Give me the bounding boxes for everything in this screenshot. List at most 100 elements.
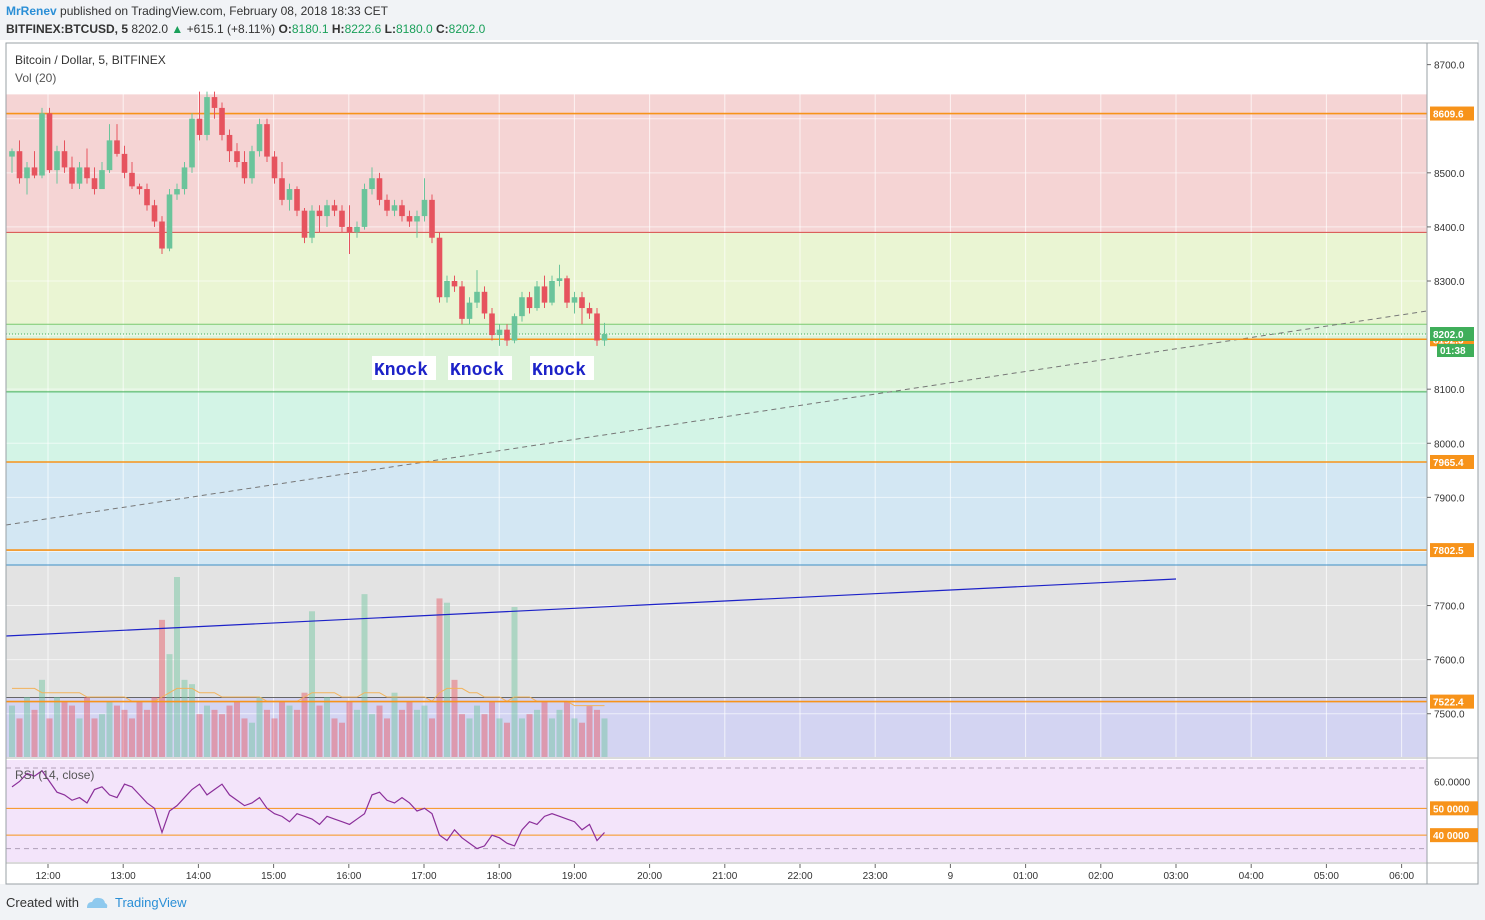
volume-bar <box>309 611 315 757</box>
volume-bar <box>211 709 218 757</box>
volume-bar <box>159 619 165 757</box>
annotation-box <box>448 356 512 380</box>
candle-body <box>594 313 600 341</box>
volume-bar <box>91 718 98 757</box>
volume-bar <box>61 701 68 757</box>
volume-bar <box>69 705 75 757</box>
volume-bar <box>301 692 308 757</box>
annotation-box <box>530 356 594 380</box>
level-price-tag-bg <box>1430 106 1474 121</box>
x-tick-label: 06:00 <box>1389 871 1414 882</box>
x-tick-label: 13:00 <box>111 871 136 882</box>
candle-body <box>91 178 98 190</box>
annotation-box <box>372 356 436 380</box>
trend-line-dashed <box>5 310 1428 526</box>
volume-bar <box>511 607 518 757</box>
volume-bar <box>474 705 480 757</box>
candle-body <box>129 172 135 187</box>
candle-body <box>166 194 173 249</box>
candle-body <box>556 278 563 281</box>
volume-bar <box>376 705 383 757</box>
volume-bar <box>181 679 188 757</box>
open-key: O: <box>278 22 292 36</box>
footer: Created with TradingView <box>6 895 187 910</box>
candle-body <box>144 189 150 206</box>
candle-body <box>301 210 308 238</box>
volume-bar <box>586 705 593 757</box>
volume-bar <box>106 701 113 757</box>
candle-body <box>339 210 345 227</box>
volume-bar <box>16 718 23 757</box>
candle-body <box>121 153 128 173</box>
y-tick-label: 8500.0 <box>1434 169 1465 180</box>
volume-bar <box>421 705 428 757</box>
y-tick-label: 8700.0 <box>1434 61 1465 72</box>
candle-body <box>309 210 315 238</box>
candle-body <box>211 97 218 108</box>
candle-body <box>54 151 60 171</box>
candle-body <box>346 226 353 233</box>
volume-bar <box>429 718 435 757</box>
candle-body <box>241 162 248 179</box>
volume-bar <box>594 709 600 757</box>
volume-bar <box>339 722 345 757</box>
candle-body <box>504 329 510 341</box>
candle-body <box>541 286 548 303</box>
x-tick-label: 17:00 <box>411 871 436 882</box>
y-tick-label: 8300.0 <box>1434 277 1465 288</box>
y-tick-label: 8000.0 <box>1434 439 1465 450</box>
candle-body <box>159 221 165 249</box>
candle-body <box>294 189 300 211</box>
candle-body <box>586 308 593 314</box>
volume-bar <box>406 701 413 757</box>
author-name[interactable]: MrRenev <box>6 4 57 18</box>
candle-body <box>181 167 188 190</box>
candle-body <box>361 189 368 227</box>
candle-body <box>24 167 30 179</box>
volume-bar <box>354 709 360 757</box>
volume-bar <box>489 701 495 757</box>
volume-ma-line <box>12 687 605 707</box>
tradingview-brand[interactable]: TradingView <box>114 895 187 910</box>
candle-body <box>519 297 525 317</box>
volume-bar <box>459 714 465 757</box>
candle-body <box>421 199 428 217</box>
volume-bar <box>601 718 608 757</box>
volume-bar <box>369 714 375 757</box>
open-value: 8180.1 <box>291 22 329 36</box>
candle-body <box>196 118 203 135</box>
candle-body <box>106 140 113 171</box>
level-price-tag: 7965.4 <box>1433 458 1464 469</box>
created-with-label: Created with <box>6 895 79 910</box>
volume-bar <box>556 709 563 757</box>
x-tick-label: 19:00 <box>562 871 587 882</box>
volume-bar <box>24 697 30 757</box>
low-value: 8180.0 <box>395 22 433 36</box>
level-price-tag-bg <box>1430 543 1474 558</box>
series-legend: Bitcoin / Dollar, 5, BITFINEX <box>15 53 166 67</box>
volume-bar <box>331 718 338 757</box>
published-text: published on TradingView.com, February 0… <box>60 4 389 18</box>
x-tick-label: 01:00 <box>1013 871 1038 882</box>
x-tick-label: 12:00 <box>35 871 60 882</box>
volume-bar <box>76 718 83 757</box>
chart-frame <box>5 42 1479 885</box>
candle-body <box>76 167 83 184</box>
volume-legend: Vol (20) <box>15 71 56 85</box>
volume-bar <box>436 598 443 757</box>
volume-bar <box>466 718 473 757</box>
volume-bar <box>234 701 240 757</box>
publish-info: MrRenev published on TradingView.com, Fe… <box>6 4 388 18</box>
candle-body <box>511 316 518 341</box>
candle-body <box>9 151 15 157</box>
annotation-knock: Knock <box>374 361 428 381</box>
rsi-tick-label: 50 0000 <box>1433 804 1470 815</box>
high-value: 8222.6 <box>344 22 382 36</box>
candle-body <box>256 124 263 152</box>
x-tick-label: 22:00 <box>787 871 812 882</box>
y-tick-label: 8100.0 <box>1434 385 1465 396</box>
volume-bar <box>564 701 570 757</box>
rsi-legend: RSI (14, close) <box>15 768 94 782</box>
price-zone <box>6 232 1427 325</box>
